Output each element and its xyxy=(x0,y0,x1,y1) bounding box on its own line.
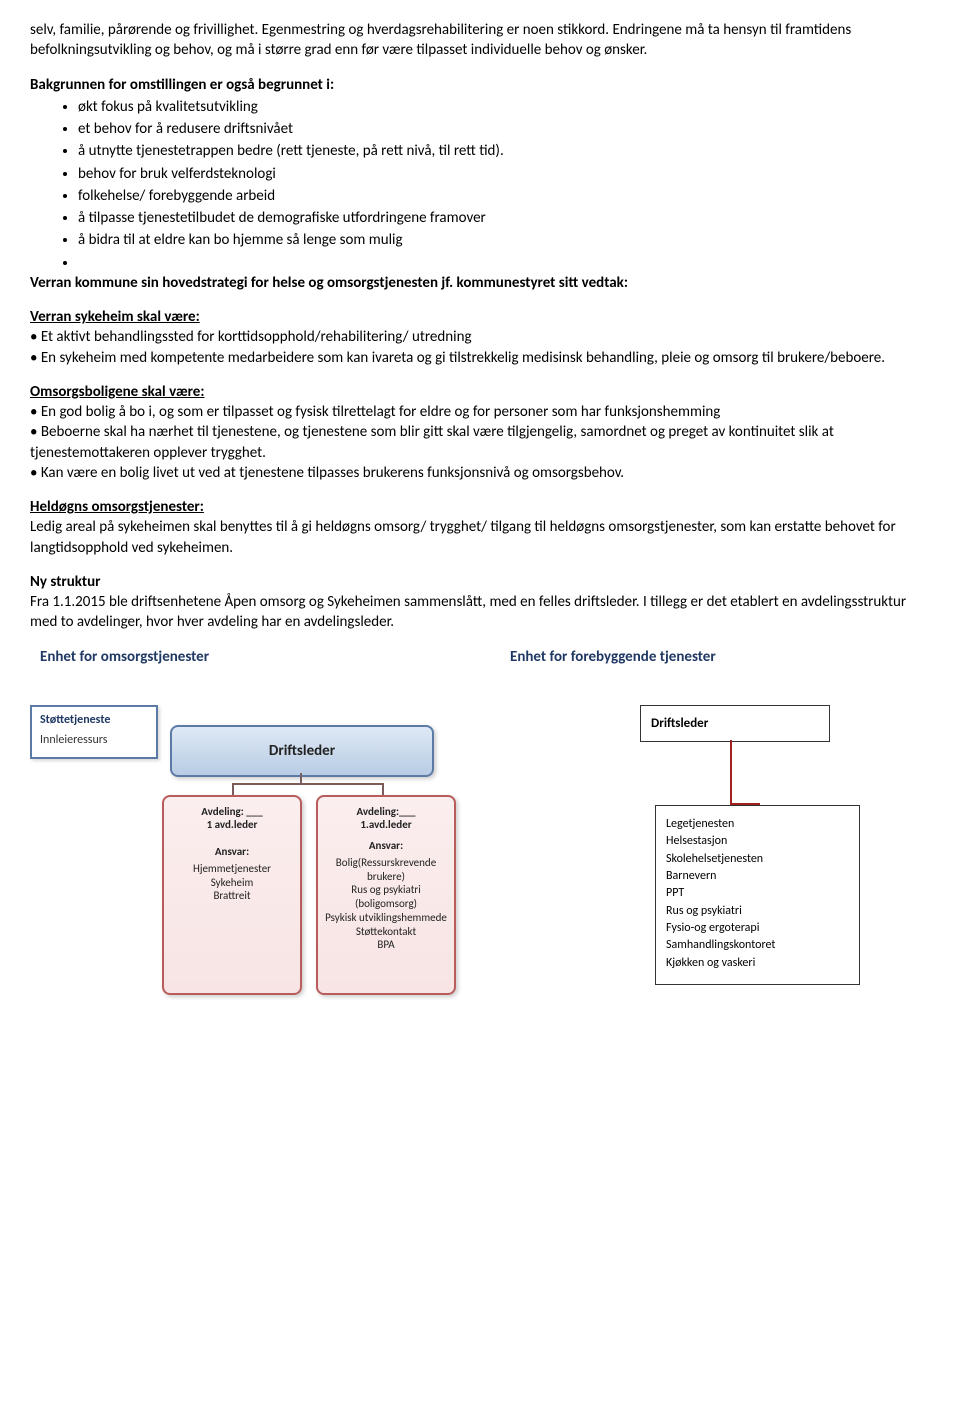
avdeling-box-2: Avdeling:___ 1.avd.leder Ansvar: Bolig(R… xyxy=(316,795,456,995)
background-heading: Bakgrunnen for omstillingen er også begr… xyxy=(30,75,930,95)
list-item: å utnytte tjenestetrappen bedre (rett tj… xyxy=(78,141,930,161)
org-right-chart: Driftsleder Legetjenesten Helsestasjon S… xyxy=(500,685,930,1015)
list-item: et behov for å redusere driftsnivået xyxy=(78,119,930,139)
avd2-sub: 1.avd.leder xyxy=(324,818,448,831)
omsorg-heading: Omsorgsboligene skal være: xyxy=(30,382,930,402)
support-header: Støttetjeneste xyxy=(40,713,148,727)
connector xyxy=(232,783,234,795)
support-box: Støttetjeneste Innleieressurs xyxy=(30,705,158,759)
avd1-header: Avdeling: ___ xyxy=(170,805,294,818)
avdeling-box-1: Avdeling: ___ 1 avd.leder Ansvar: Hjemme… xyxy=(162,795,302,995)
list-item: behov for bruk velferdsteknologi xyxy=(78,164,930,184)
avd1-list: Hjemmetjenester Sykeheim Brattreit xyxy=(170,862,294,903)
omsorg-bullet: • Kan være en bolig livet ut ved at tjen… xyxy=(30,463,930,483)
list-item: å bidra til at eldre kan bo hjemme så le… xyxy=(78,230,930,250)
avd1-ansvar: Ansvar: xyxy=(170,845,294,858)
heldogn-text: Ledig areal på sykeheimen skal benyttes … xyxy=(30,517,930,558)
connector xyxy=(300,773,302,783)
heldogn-heading: Heldøgns omsorgstjenester: xyxy=(30,497,930,517)
omsorg-bullet: • En god bolig å bo i, og som er tilpass… xyxy=(30,402,930,422)
org-left-title: Enhet for omsorgstjenester xyxy=(40,647,460,667)
omsorg-bullet: • Beboerne skal ha nærhet til tjenestene… xyxy=(30,422,930,463)
avd2-ansvar: Ansvar: xyxy=(324,839,448,852)
verran-heading: Verran sykeheim skal være: xyxy=(30,307,930,327)
verran-bullet: • En sykeheim med kompetente medarbeider… xyxy=(30,348,930,368)
background-list: økt fokus på kvalitetsutvikling et behov… xyxy=(30,97,930,273)
ny-struktur-heading: Ny struktur xyxy=(30,572,930,592)
intro-paragraph: selv, familie, pårørende og frivillighet… xyxy=(30,20,930,61)
avd2-list: Bolig(Ressurskrevende brukere) Rus og ps… xyxy=(324,856,448,952)
org-chart-area: Enhet for omsorgstjenester Støttetjenest… xyxy=(30,647,930,1015)
strategy-line: Verran kommune sin hovedstrategi for hel… xyxy=(30,273,930,293)
list-item: folkehelse/ forebyggende arbeid xyxy=(78,186,930,206)
avd1-sub: 1 avd.leder xyxy=(170,818,294,831)
list-item: økt fokus på kvalitetsutvikling xyxy=(78,97,930,117)
connector xyxy=(382,783,384,795)
driftsleder-box: Driftsleder xyxy=(170,725,434,777)
list-item xyxy=(78,253,930,273)
org-left-chart: Støttetjeneste Innleieressurs Driftslede… xyxy=(30,685,460,1015)
org-right-title: Enhet for forebyggende tjenester xyxy=(510,647,930,667)
connector xyxy=(232,783,384,785)
ny-struktur-text: Fra 1.1.2015 ble driftsenhetene Åpen oms… xyxy=(30,592,930,633)
support-text: Innleieressurs xyxy=(40,733,148,747)
connector xyxy=(730,740,732,805)
department-list-box: Legetjenesten Helsestasjon Skolehelsetje… xyxy=(655,805,860,985)
verran-bullet: • Et aktivt behandlingssted for korttids… xyxy=(30,327,930,347)
avd2-header: Avdeling:___ xyxy=(324,805,448,818)
driftsleder2-box: Driftsleder xyxy=(640,705,830,742)
list-item: å tilpasse tjenestetilbudet de demografi… xyxy=(78,208,930,228)
